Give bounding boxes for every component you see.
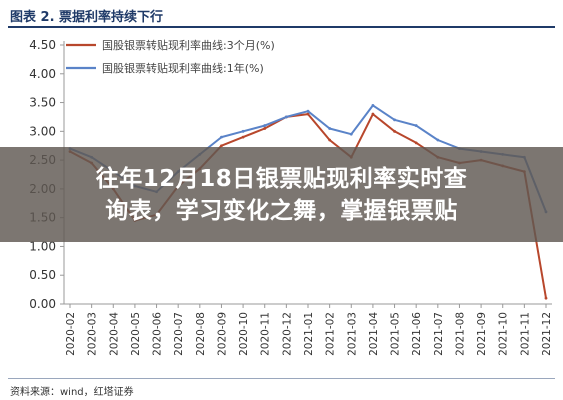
figure-title: 图表 2. 票据利率持续下行 (10, 10, 164, 25)
x-tick-label: 2020-08 (195, 312, 207, 356)
x-tick-label: 2021-08 (454, 312, 466, 356)
x-tick-label: 2021-11 (519, 312, 531, 356)
x-tick-label: 2021-12 (541, 312, 553, 356)
x-tick-label: 2021-06 (411, 312, 423, 356)
x-tick-label: 2021-10 (498, 312, 510, 356)
series-1-point (371, 112, 375, 116)
article-title-line-2: 询表，学习变化之舞，掌握银票贴 (105, 198, 458, 224)
y-tick-label: 3.00 (29, 124, 56, 138)
article-title: 往年12月18日银票贴现利率实时查 询表，学习变化之舞，掌握银票贴 (0, 163, 563, 227)
series-2-point (284, 115, 288, 119)
footer-divider (8, 378, 555, 379)
series-2-point (414, 124, 418, 127)
y-tick-label: 1.00 (29, 239, 56, 253)
x-tick-label: 2021-04 (368, 312, 380, 356)
source-note: 资料来源：wind，红塔证券 (10, 387, 134, 398)
series-1-point (263, 127, 267, 130)
x-tick-label: 2020-10 (238, 312, 250, 356)
article-title-line-1: 往年12月18日银票贴现利率实时查 (95, 166, 468, 192)
x-tick-label: 2021-09 (476, 312, 488, 356)
y-tick-label: 4.50 (29, 38, 56, 52)
x-tick-label: 2020-02 (65, 312, 77, 356)
series-2-point (220, 135, 223, 139)
x-tick-label: 2021-02 (325, 312, 337, 356)
series-2-point (328, 127, 332, 130)
x-tick-label: 2020-11 (260, 312, 272, 356)
x-tick-label: 2020-06 (152, 312, 164, 356)
series-2-point (371, 104, 375, 107)
y-tick-label: 3.50 (29, 96, 56, 110)
x-axis: 2020-02 2020-03 2020-04 2020-05 2020-06 2020-… (64, 303, 553, 356)
series-1-point (241, 135, 245, 139)
x-tick-label: 2020-12 (281, 312, 293, 356)
series-1-point (414, 141, 418, 145)
y-tick-label: 4.00 (29, 67, 56, 81)
x-tick-label: 2021-03 (346, 312, 358, 356)
article-title-overlay: 往年12月18日银票贴现利率实时查 询表，学习变化之舞，掌握银票贴 (0, 147, 563, 242)
title-underline (8, 26, 555, 28)
series-1-point (393, 129, 396, 133)
x-tick-label: 2020-04 (108, 312, 120, 356)
x-tick-label: 2020-05 (130, 312, 142, 356)
x-tick-label: 2020-07 (173, 312, 185, 356)
x-tick-label: 2021-01 (303, 312, 315, 356)
x-tick-label: 2021-05 (390, 312, 402, 356)
legend-label: 国股银票转贴现利率曲线:1年(%) (102, 61, 264, 75)
x-tick-label: 2021-07 (433, 312, 445, 356)
series-2-point (306, 109, 310, 113)
series-2-point (241, 129, 245, 133)
x-tick-label: 2020-09 (216, 312, 228, 356)
series-1-point (306, 112, 310, 116)
series-2-point (436, 138, 440, 142)
series-2-point (263, 124, 267, 127)
series-2-point (349, 132, 353, 136)
series-1-point (328, 138, 332, 142)
x-tick-label: 2020-03 (87, 312, 99, 356)
series-1-point (544, 296, 548, 300)
legend-label: 国股银票转贴现利率曲线:3个月(%) (102, 38, 275, 52)
series-1-point (220, 144, 223, 148)
y-tick-label: 0.00 (29, 297, 56, 311)
series-2-point (393, 118, 396, 122)
chart-legend: 国股银票转贴现利率曲线:3个月(%) 国股银票转贴现利率曲线:1年(%) (66, 38, 275, 75)
y-tick-label: 0.50 (29, 268, 56, 282)
